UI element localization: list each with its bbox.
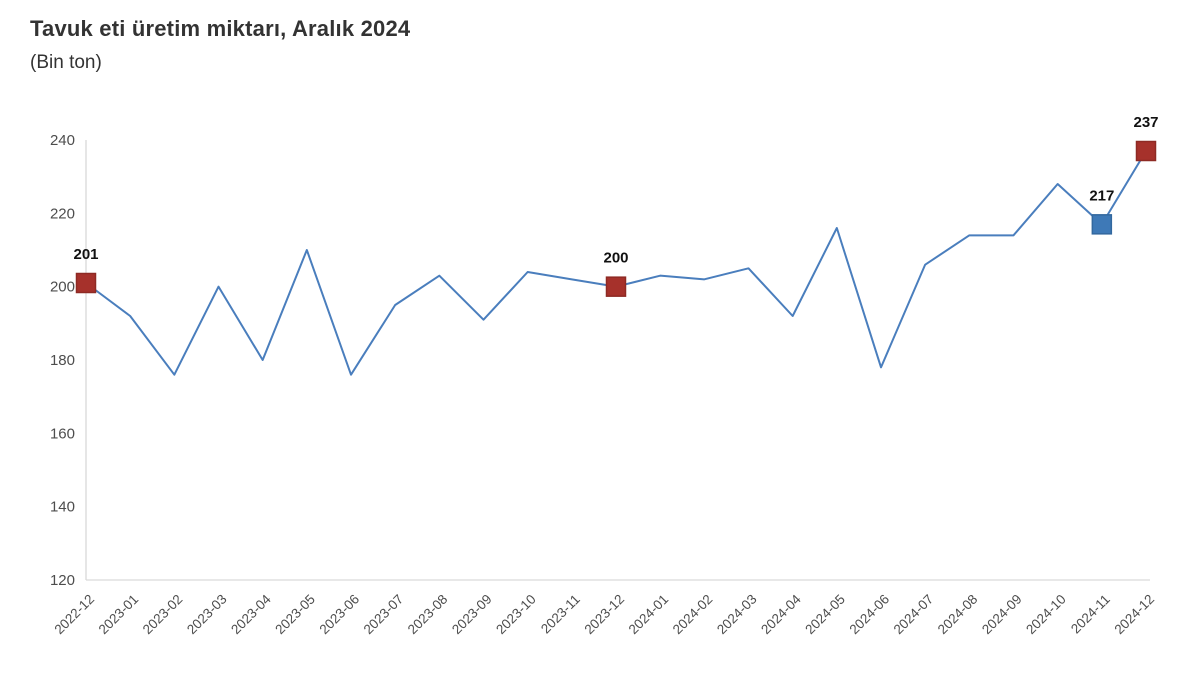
- y-tick-label: 140: [50, 499, 75, 516]
- x-tick-label: 2024-01: [626, 592, 672, 638]
- chart-subtitle: (Bin ton): [30, 52, 102, 73]
- data-point-label: 217: [1089, 187, 1114, 204]
- x-tick-label: 2024-11: [1068, 592, 1113, 637]
- x-tick-label: 2023-01: [96, 592, 142, 638]
- y-tick-label: 200: [50, 279, 75, 296]
- x-tick-label: 2024-10: [1023, 592, 1069, 638]
- x-tick-label: 2024-03: [714, 592, 760, 638]
- x-tick-label: 2023-10: [493, 592, 539, 638]
- x-tick-label: 2023-07: [361, 592, 407, 638]
- x-tick-label: 2023-08: [405, 592, 451, 638]
- chart-title: Tavuk eti üretim miktarı, Aralık 2024: [30, 16, 411, 41]
- data-point-marker: [75, 272, 97, 294]
- y-tick-label: 160: [50, 425, 75, 442]
- data-point-marker: [1091, 214, 1113, 235]
- data-point-label: 237: [1133, 114, 1158, 131]
- x-tick-label: 2023-12: [581, 592, 627, 638]
- y-tick-label: 220: [50, 205, 75, 222]
- x-tick-label: 2024-09: [979, 592, 1025, 638]
- x-tick-label: 2024-05: [802, 592, 848, 638]
- x-tick-label: 2023-05: [272, 592, 318, 638]
- data-point-marker: [605, 276, 627, 297]
- y-tick-label: 240: [50, 132, 75, 149]
- x-tick-label: 2024-08: [935, 592, 981, 638]
- x-tick-label: 2023-04: [228, 591, 274, 637]
- x-tick-label: 2024-04: [758, 591, 804, 637]
- x-tick-label: 2024-12: [1111, 592, 1157, 638]
- x-tick-label: 2022-12: [51, 592, 97, 638]
- x-tick-label: 2023-11: [538, 592, 583, 637]
- y-tick-label: 120: [50, 572, 75, 589]
- data-point-label: 200: [603, 250, 628, 267]
- x-tick-label: 2023-03: [184, 592, 230, 638]
- x-tick-label: 2023-02: [140, 592, 186, 638]
- x-tick-label: 2024-07: [891, 592, 937, 638]
- data-point-marker: [1135, 140, 1157, 162]
- x-tick-label: 2023-09: [449, 592, 495, 638]
- x-tick-label: 2024-06: [846, 592, 892, 638]
- x-tick-label: 2023-06: [316, 592, 362, 638]
- x-tick-label: 2024-02: [670, 592, 716, 638]
- y-tick-label: 180: [50, 352, 75, 369]
- data-point-label: 201: [73, 246, 98, 263]
